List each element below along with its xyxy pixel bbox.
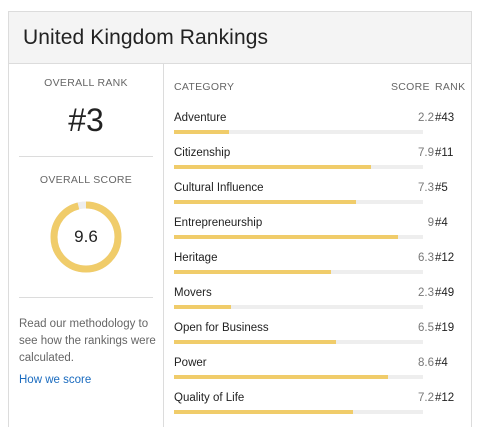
category-rank: #4 [435, 357, 448, 369]
column-header-rank: RANK [435, 81, 466, 93]
category-name: Citizenship [174, 147, 231, 159]
column-header-category: CATEGORY [174, 81, 235, 93]
category-rank: #12 [435, 392, 455, 404]
overall-rank-value: #3 [68, 102, 104, 138]
category-score: 8.6 [418, 357, 434, 369]
category-score: 6.5 [418, 322, 434, 334]
category-score: 9 [427, 217, 434, 229]
category-name: Adventure [174, 112, 227, 124]
score-bar-track [174, 305, 423, 309]
score-donut: 9.6 [49, 200, 123, 274]
category-score: 2.3 [418, 287, 434, 299]
table-row[interactable]: Power 8.6 #4 [174, 352, 469, 387]
category-score: 6.3 [418, 252, 434, 264]
score-bar-track [174, 340, 423, 344]
category-name: Movers [174, 287, 212, 299]
divider [19, 156, 153, 157]
category-table: CATEGORY SCORE RANK Adventure 2.2 #43 Citiz… [164, 64, 471, 427]
score-bar-track [174, 410, 423, 414]
table-row[interactable]: Quality of Life 7.2 #12 [174, 387, 469, 422]
page-title: United Kingdom Rankings [23, 25, 269, 49]
category-score: 7.3 [418, 182, 434, 194]
score-bar-track [174, 130, 423, 134]
donut-fill [50, 201, 122, 273]
score-bar-fill [174, 200, 356, 204]
score-bar-track [174, 375, 423, 379]
category-rank: #4 [435, 217, 448, 229]
score-bar-fill [174, 130, 229, 134]
score-bar-track [174, 200, 423, 204]
table-row[interactable]: Movers 2.3 #49 [174, 282, 469, 317]
how-we-score-link[interactable]: How we score [19, 374, 92, 386]
score-bar-track [174, 165, 423, 169]
score-bar-fill [174, 235, 399, 239]
score-bar-fill [174, 270, 331, 274]
rankings-card: United Kingdom Rankings OVERALL RANK #3 … [8, 11, 472, 427]
score-bar-track [174, 235, 423, 239]
category-name: Power [174, 357, 207, 369]
category-name: Open for Business [174, 322, 269, 334]
score-bar-track [174, 270, 423, 274]
category-rank: #11 [435, 147, 454, 159]
category-rank: #19 [435, 322, 455, 334]
table-row[interactable]: Heritage 6.3 #12 [174, 247, 469, 282]
divider [19, 297, 153, 298]
score-bar-fill [174, 165, 371, 169]
table-row[interactable]: Citizenship 7.9 #11 [174, 142, 469, 177]
table-row[interactable]: Adventure 2.2 #43 [174, 107, 469, 142]
score-bar-fill [174, 340, 336, 344]
table-row[interactable]: Entrepreneurship 9 #4 [174, 212, 469, 247]
category-rank: #43 [435, 112, 455, 124]
overall-score-value: 9.6 [74, 227, 98, 246]
overall-panel: OVERALL RANK #3 OVERALL SCORE 9.6 Read o… [9, 64, 164, 427]
overall-score-label: OVERALL SCORE [39, 174, 133, 186]
category-rank: #12 [435, 252, 455, 264]
category-rank: #5 [435, 182, 448, 194]
score-bar-fill [174, 305, 232, 309]
score-donut-chart [50, 201, 122, 273]
methodology-text: Read our methodology to see how the rank… [19, 318, 156, 364]
category-rank: #49 [435, 287, 455, 299]
category-name: Heritage [174, 252, 218, 264]
category-name: Quality of Life [174, 392, 245, 404]
score-bar-fill [174, 375, 389, 379]
score-bar-fill [174, 410, 354, 414]
card-header: United Kingdom Rankings [9, 12, 471, 64]
column-header-score: SCORE [391, 81, 430, 93]
category-name: Cultural Influence [174, 182, 264, 194]
overall-rank-label: OVERALL RANK [44, 77, 128, 89]
category-score: 7.2 [418, 392, 434, 404]
category-score: 2.2 [418, 112, 434, 124]
category-name: Entrepreneurship [174, 217, 263, 229]
category-score: 7.9 [418, 147, 434, 159]
table-row[interactable]: Open for Business 6.5 #19 [174, 317, 469, 352]
table-row[interactable]: Cultural Influence 7.3 #5 [174, 177, 469, 212]
